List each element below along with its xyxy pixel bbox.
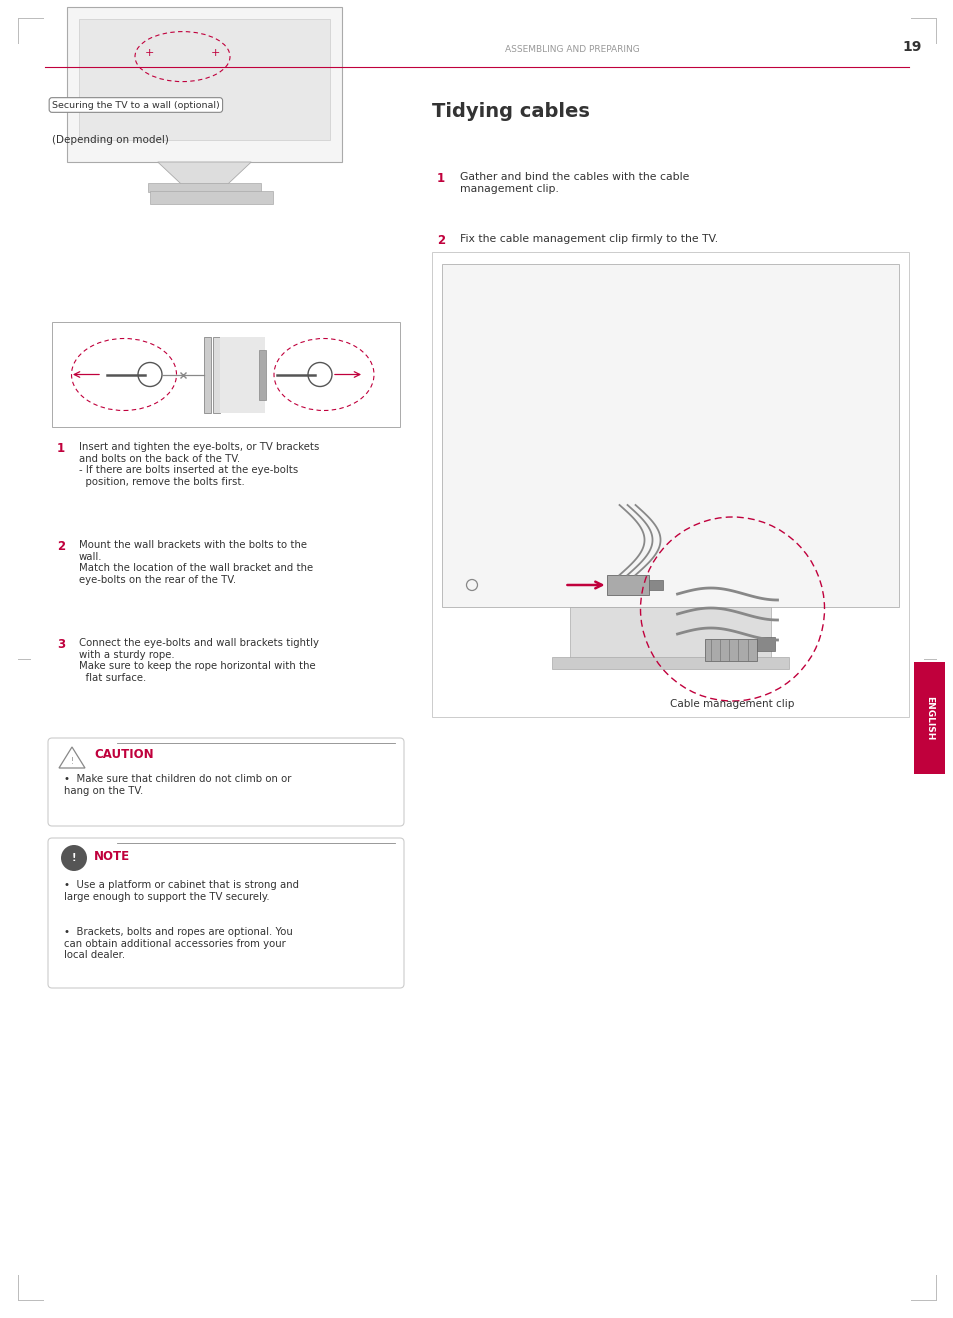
Text: CAUTION: CAUTION bbox=[94, 749, 153, 762]
Bar bbox=[648, 580, 661, 590]
Text: ENGLISH: ENGLISH bbox=[924, 696, 933, 741]
FancyBboxPatch shape bbox=[48, 738, 403, 826]
Text: 1: 1 bbox=[57, 442, 65, 455]
FancyBboxPatch shape bbox=[432, 252, 908, 717]
Text: Securing the TV to a wall (optional): Securing the TV to a wall (optional) bbox=[52, 100, 219, 109]
FancyBboxPatch shape bbox=[79, 18, 330, 140]
Bar bbox=[220, 336, 265, 413]
Text: Mount the wall brackets with the bolts to the
wall.
Match the location of the wa: Mount the wall brackets with the bolts t… bbox=[79, 540, 313, 585]
Text: •  Make sure that children do not climb on or
hang on the TV.: • Make sure that children do not climb o… bbox=[64, 774, 291, 796]
Bar bbox=[204, 336, 211, 413]
Text: Fix the cable management clip firmly to the TV.: Fix the cable management clip firmly to … bbox=[459, 235, 718, 244]
FancyBboxPatch shape bbox=[52, 322, 399, 427]
Bar bbox=[258, 349, 266, 399]
Text: +: + bbox=[145, 49, 154, 58]
Polygon shape bbox=[157, 162, 251, 185]
Text: 19: 19 bbox=[901, 40, 921, 54]
Text: Cable management clip: Cable management clip bbox=[670, 699, 794, 709]
Bar bbox=[569, 608, 770, 659]
FancyBboxPatch shape bbox=[913, 663, 944, 774]
Text: •  Use a platform or cabinet that is strong and
large enough to support the TV s: • Use a platform or cabinet that is stro… bbox=[64, 880, 298, 902]
FancyBboxPatch shape bbox=[67, 7, 341, 162]
Text: Connect the eye-bolts and wall brackets tightly
with a sturdy rope.
Make sure to: Connect the eye-bolts and wall brackets … bbox=[79, 638, 318, 683]
Bar bbox=[552, 656, 788, 670]
Text: ASSEMBLING AND PREPARING: ASSEMBLING AND PREPARING bbox=[504, 45, 639, 54]
Text: 1: 1 bbox=[436, 173, 445, 185]
Text: •  Brackets, bolts and ropes are optional. You
can obtain additional accessories: • Brackets, bolts and ropes are optional… bbox=[64, 927, 293, 961]
Circle shape bbox=[61, 845, 87, 871]
Text: !: ! bbox=[71, 757, 73, 766]
Bar bbox=[213, 336, 220, 413]
FancyBboxPatch shape bbox=[441, 264, 898, 608]
Text: 2: 2 bbox=[436, 235, 445, 246]
Text: 3: 3 bbox=[57, 638, 65, 651]
Text: (Depending on model): (Depending on model) bbox=[52, 134, 169, 145]
Bar bbox=[606, 575, 648, 594]
Text: Insert and tighten the eye-bolts, or TV brackets
and bolts on the back of the TV: Insert and tighten the eye-bolts, or TV … bbox=[79, 442, 319, 486]
Text: Gather and bind the cables with the cable
management clip.: Gather and bind the cables with the cabl… bbox=[459, 173, 689, 194]
Bar bbox=[703, 639, 756, 662]
FancyBboxPatch shape bbox=[48, 838, 403, 988]
Bar bbox=[756, 637, 774, 651]
Text: 2: 2 bbox=[57, 540, 65, 554]
Text: !: ! bbox=[71, 853, 76, 863]
Text: NOTE: NOTE bbox=[94, 850, 130, 863]
Bar bbox=[148, 183, 261, 192]
Bar bbox=[150, 191, 273, 204]
Text: +: + bbox=[211, 49, 220, 58]
Text: Tidying cables: Tidying cables bbox=[432, 101, 589, 121]
